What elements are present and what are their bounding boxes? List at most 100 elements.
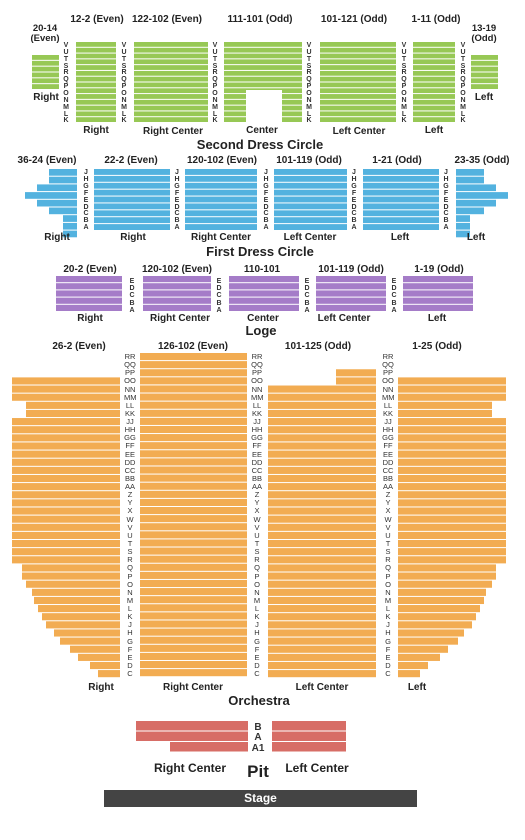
orch-rowlabels-1-hh: HH [251, 425, 263, 435]
sdc-block-left-outer[interactable] [471, 55, 498, 89]
orch-rowlabels-2-qq: QQ [382, 360, 394, 370]
sdc-block-right-center[interactable] [134, 42, 208, 122]
loge-block-center[interactable] [229, 276, 299, 311]
sdc-rowlabels-1-o: O [121, 89, 127, 97]
sdc-rowlabels-5-s: S [460, 62, 466, 70]
fdc-rowlabels-1-a: A [174, 224, 180, 232]
loge-label-left-center: Left Center [317, 313, 371, 324]
orch-rowlabels-0-x: X [127, 506, 133, 516]
loge-block-left-center[interactable] [316, 276, 386, 311]
fdc-header-left: 1-21 (Odd) [372, 155, 422, 166]
pit-label-right-center: Right Center [154, 761, 226, 775]
sdc-rowlabels-4-t: T [401, 55, 407, 63]
orch-header-left: 1-25 (Odd) [412, 341, 462, 352]
fdc-block-left-outer[interactable] [456, 169, 508, 238]
orch-rowlabels-0-s: S [127, 547, 133, 557]
sdc-rowlabels-0-o: O [63, 89, 69, 97]
sdc-rowlabels-3-v: V [306, 42, 312, 49]
orch-rowlabels-0-hh: HH [124, 425, 136, 435]
fdc-rowlabels-0-g: G [83, 182, 89, 190]
fdc-rowlabels-4-g: G [443, 182, 449, 190]
fdc-label-right: Right [120, 232, 146, 243]
orch-rowlabels-1-z: Z [254, 490, 260, 500]
fdc-block-left[interactable] [363, 169, 439, 230]
orch-rowlabels-1-cc: CC [251, 465, 263, 475]
orch-rowlabels-1-mm: MM [251, 392, 264, 402]
orch-rowlabels-1-r: R [254, 555, 260, 565]
orch-block-left-center-top[interactable] [336, 369, 376, 385]
orch-rowlabels-0-nn: NN [124, 384, 136, 394]
loge-rowlabels-2-e: E [304, 278, 310, 285]
orch-block-right-center[interactable] [140, 353, 247, 677]
fdc-rowlabels-0-b: B [83, 217, 89, 225]
sdc-header-right: 12-2 (Even) [70, 14, 124, 25]
orch-rowlabels-0-ee: EE [124, 449, 135, 459]
orch-block-left[interactable] [398, 377, 506, 678]
orch-rowlabels-1-pp: PP [251, 368, 262, 378]
orch-label-right-center: Right Center [163, 682, 223, 693]
sdc-rowlabels-5-m: M [460, 103, 466, 111]
sdc-rowlabels-2-t: T [212, 55, 218, 63]
sdc-rowlabels-4-q: Q [401, 76, 407, 84]
fdc-block-left-center[interactable] [274, 169, 347, 230]
fdc-rowlabels-2-j: J [264, 169, 268, 176]
loge-rowlabels-1-c: C [216, 292, 222, 300]
loge-rowlabels-0-d: D [129, 285, 135, 293]
loge-rowlabels-2-b: B [304, 299, 310, 307]
orch-rowlabels-0-w: W [126, 514, 134, 524]
pit-row-a1: A1 [251, 743, 265, 754]
fdc-rowlabels-4-a: A [443, 224, 449, 232]
loge-title: Loge [245, 323, 277, 338]
orch-rowlabels-2-gg: GG [382, 433, 394, 443]
sdc-rowlabels-2-n: N [212, 96, 218, 104]
sdc-rowlabels-4-r: R [401, 69, 407, 77]
sdc-rowlabels-1-q: Q [121, 76, 127, 84]
orch-rowlabels-2-s: S [385, 547, 391, 557]
sdc-rowlabels-0-t: T [63, 55, 69, 63]
orch-rowlabels-0-c: C [127, 669, 133, 679]
sdc-label-left-outer: Left [474, 92, 494, 103]
sdc-block-left[interactable] [413, 42, 455, 122]
loge-block-left[interactable] [403, 276, 473, 311]
loge-block-right-center[interactable] [143, 276, 211, 311]
sdc-rowlabels-2-u: U [212, 48, 218, 56]
orch-rowlabels-2-q: Q [385, 563, 391, 573]
orch-rowlabels-0-ff: FF [125, 441, 135, 451]
fdc-block-right[interactable] [94, 169, 170, 230]
sdc-rowlabels-0-m: M [63, 103, 69, 111]
orch-header-right-center: 126-102 (Even) [157, 341, 229, 352]
sdc-rowlabels-1-k: K [121, 117, 127, 125]
orch-block-right[interactable] [12, 377, 120, 678]
loge-rowlabels-3-b: B [391, 299, 397, 307]
sdc-rowlabels-4-l: L [401, 110, 407, 118]
orch-block-left-center[interactable] [268, 385, 376, 678]
fdc-block-right-center[interactable] [185, 169, 257, 230]
fdc-rowlabels-1-e: E [174, 196, 180, 204]
sdc-rowlabels-3-n: N [306, 96, 312, 104]
pit-block-left-center[interactable] [272, 721, 346, 752]
sdc-rowlabels-4-k: K [401, 117, 407, 125]
orch-rowlabels-1-d: D [254, 660, 260, 670]
sdc-rowlabels-1-v: V [121, 42, 127, 49]
pit-block-right-center[interactable] [136, 721, 248, 752]
sdc-block-right-outer[interactable] [32, 55, 59, 89]
orch-rowlabels-2-nn: NN [382, 384, 394, 394]
orch-rowlabels-0-l: L [127, 604, 133, 614]
fdc-rowlabels-1-c: C [174, 210, 180, 218]
fdc-rowlabels-1-f: F [174, 189, 180, 197]
orch-rowlabels-2-v: V [385, 522, 391, 532]
orch-rowlabels-0-o: O [127, 579, 133, 589]
fdc-block-right-outer[interactable] [25, 169, 77, 238]
sdc-block-left-center[interactable] [320, 42, 396, 122]
sdc-header-right-center: 122-102 (Even) [131, 14, 203, 25]
orch-rowlabels-0-n: N [127, 587, 133, 597]
orch-rowlabels-2-aa: AA [382, 482, 393, 492]
sdc-block-right[interactable] [76, 42, 116, 122]
orch-rowlabels-1-gg: GG [251, 433, 263, 443]
orch-rowlabels-2-rr: RR [382, 352, 394, 361]
orch-rowlabels-1-s: S [254, 547, 260, 557]
loge-block-right[interactable] [56, 276, 122, 311]
sdc-rowlabels-4-v: V [401, 42, 407, 49]
